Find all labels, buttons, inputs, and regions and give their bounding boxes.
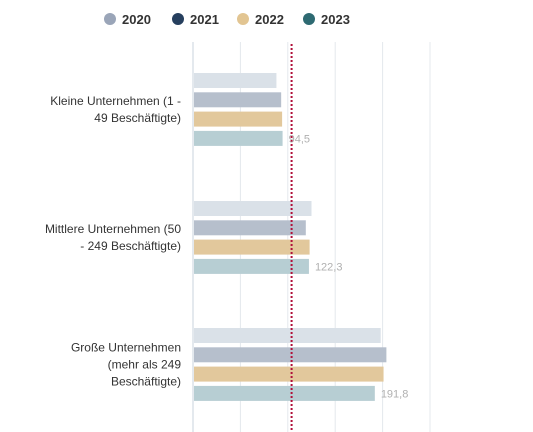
legend-swatch-2021 xyxy=(172,13,184,25)
legend-swatch-2020 xyxy=(104,13,116,25)
bar-2021-2 xyxy=(194,220,306,236)
category-label: Mittlere Unternehmen (50- 249 Beschäftig… xyxy=(45,222,181,253)
data-labels: 94,5 122,3 191,8 xyxy=(289,133,409,400)
data-label: 94,5 xyxy=(289,133,310,145)
legend-label-2021: 2021 xyxy=(190,12,219,27)
legend-label-2020: 2020 xyxy=(122,12,151,27)
legend: 2020 2021 2022 2023 xyxy=(104,12,350,27)
bar-2021-1 xyxy=(194,92,282,108)
bar-2023-3 xyxy=(194,385,375,401)
legend-swatch-2023 xyxy=(303,13,315,25)
legend-label-2023: 2023 xyxy=(321,12,350,27)
bar-2023-1 xyxy=(194,130,283,146)
bar-2022-1 xyxy=(194,111,283,127)
bar-2020-1 xyxy=(194,73,277,88)
bar-2020-3 xyxy=(194,328,381,343)
category-labels: Kleine Unternehmen (1 -49 Beschäftigte) M… xyxy=(45,94,181,389)
bars xyxy=(194,73,387,401)
data-label: 191,8 xyxy=(381,388,409,400)
bar-2022-3 xyxy=(194,366,384,382)
legend-label-2022: 2022 xyxy=(255,12,284,27)
category-label: Kleine Unternehmen (1 -49 Beschäftigte) xyxy=(50,94,181,125)
legend-swatch-2022 xyxy=(237,13,249,25)
bar-2023-2 xyxy=(194,258,309,274)
category-label: Große Unternehmen (mehr als 249 Beschäftig… xyxy=(71,340,181,388)
bar-2022-2 xyxy=(194,239,310,255)
bar-2021-3 xyxy=(194,347,387,363)
bar-2020-2 xyxy=(194,201,312,216)
data-label: 122,3 xyxy=(315,261,343,273)
